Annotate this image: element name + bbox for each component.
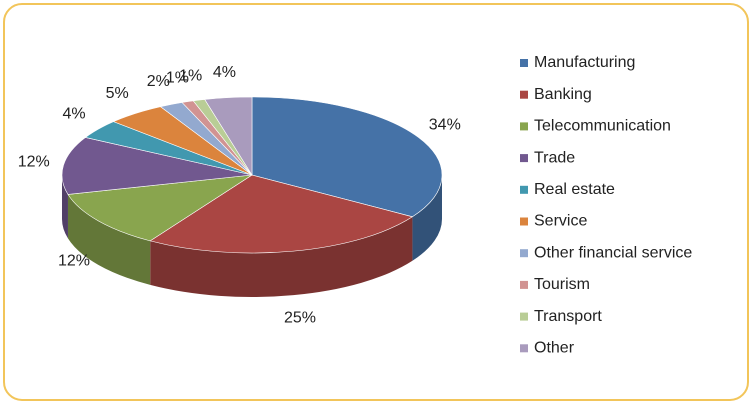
legend-swatch [520, 90, 528, 99]
legend-swatch [520, 154, 528, 163]
legend-swatch [520, 312, 528, 321]
pie-slice [204, 96, 253, 177]
data-label: 4% [62, 106, 85, 123]
pie-slice-side [412, 175, 442, 261]
pie-slice-side [150, 216, 413, 297]
data-label: 2% [147, 73, 170, 90]
legend-label: Trade [534, 149, 575, 166]
legend-label: Telecommunication [534, 118, 671, 135]
legend-label: Other [534, 340, 575, 357]
data-label: 1% [166, 69, 189, 86]
legend-swatch [520, 344, 528, 353]
legend-label: Real estate [534, 181, 615, 198]
data-label: 1% [179, 67, 202, 84]
data-label: 12% [18, 153, 50, 170]
pie-slice [251, 96, 443, 218]
legend-swatch [520, 122, 528, 131]
legend-label: Tourism [534, 276, 590, 293]
pie-slice-side [62, 175, 68, 239]
pie-slice [61, 137, 253, 195]
pie-slice [67, 174, 253, 242]
legend-swatch [520, 217, 528, 226]
legend-label: Banking [534, 86, 592, 103]
pie-slice-side [67, 194, 151, 285]
data-label: 34% [429, 117, 461, 134]
legend-swatch [520, 185, 528, 194]
pie-slice [149, 174, 414, 254]
legend-swatch [520, 280, 528, 289]
legend-swatch [520, 59, 528, 67]
data-label: 5% [106, 85, 129, 102]
data-label: 12% [58, 253, 90, 270]
data-label: 25% [284, 310, 316, 327]
data-label: 4% [213, 64, 236, 81]
legend-label: Transport [534, 308, 602, 325]
legend-label: Manufacturing [534, 54, 635, 71]
legend-label: Service [534, 213, 587, 230]
legend-label: Other financial service [534, 244, 692, 261]
legend-swatch [520, 249, 528, 258]
